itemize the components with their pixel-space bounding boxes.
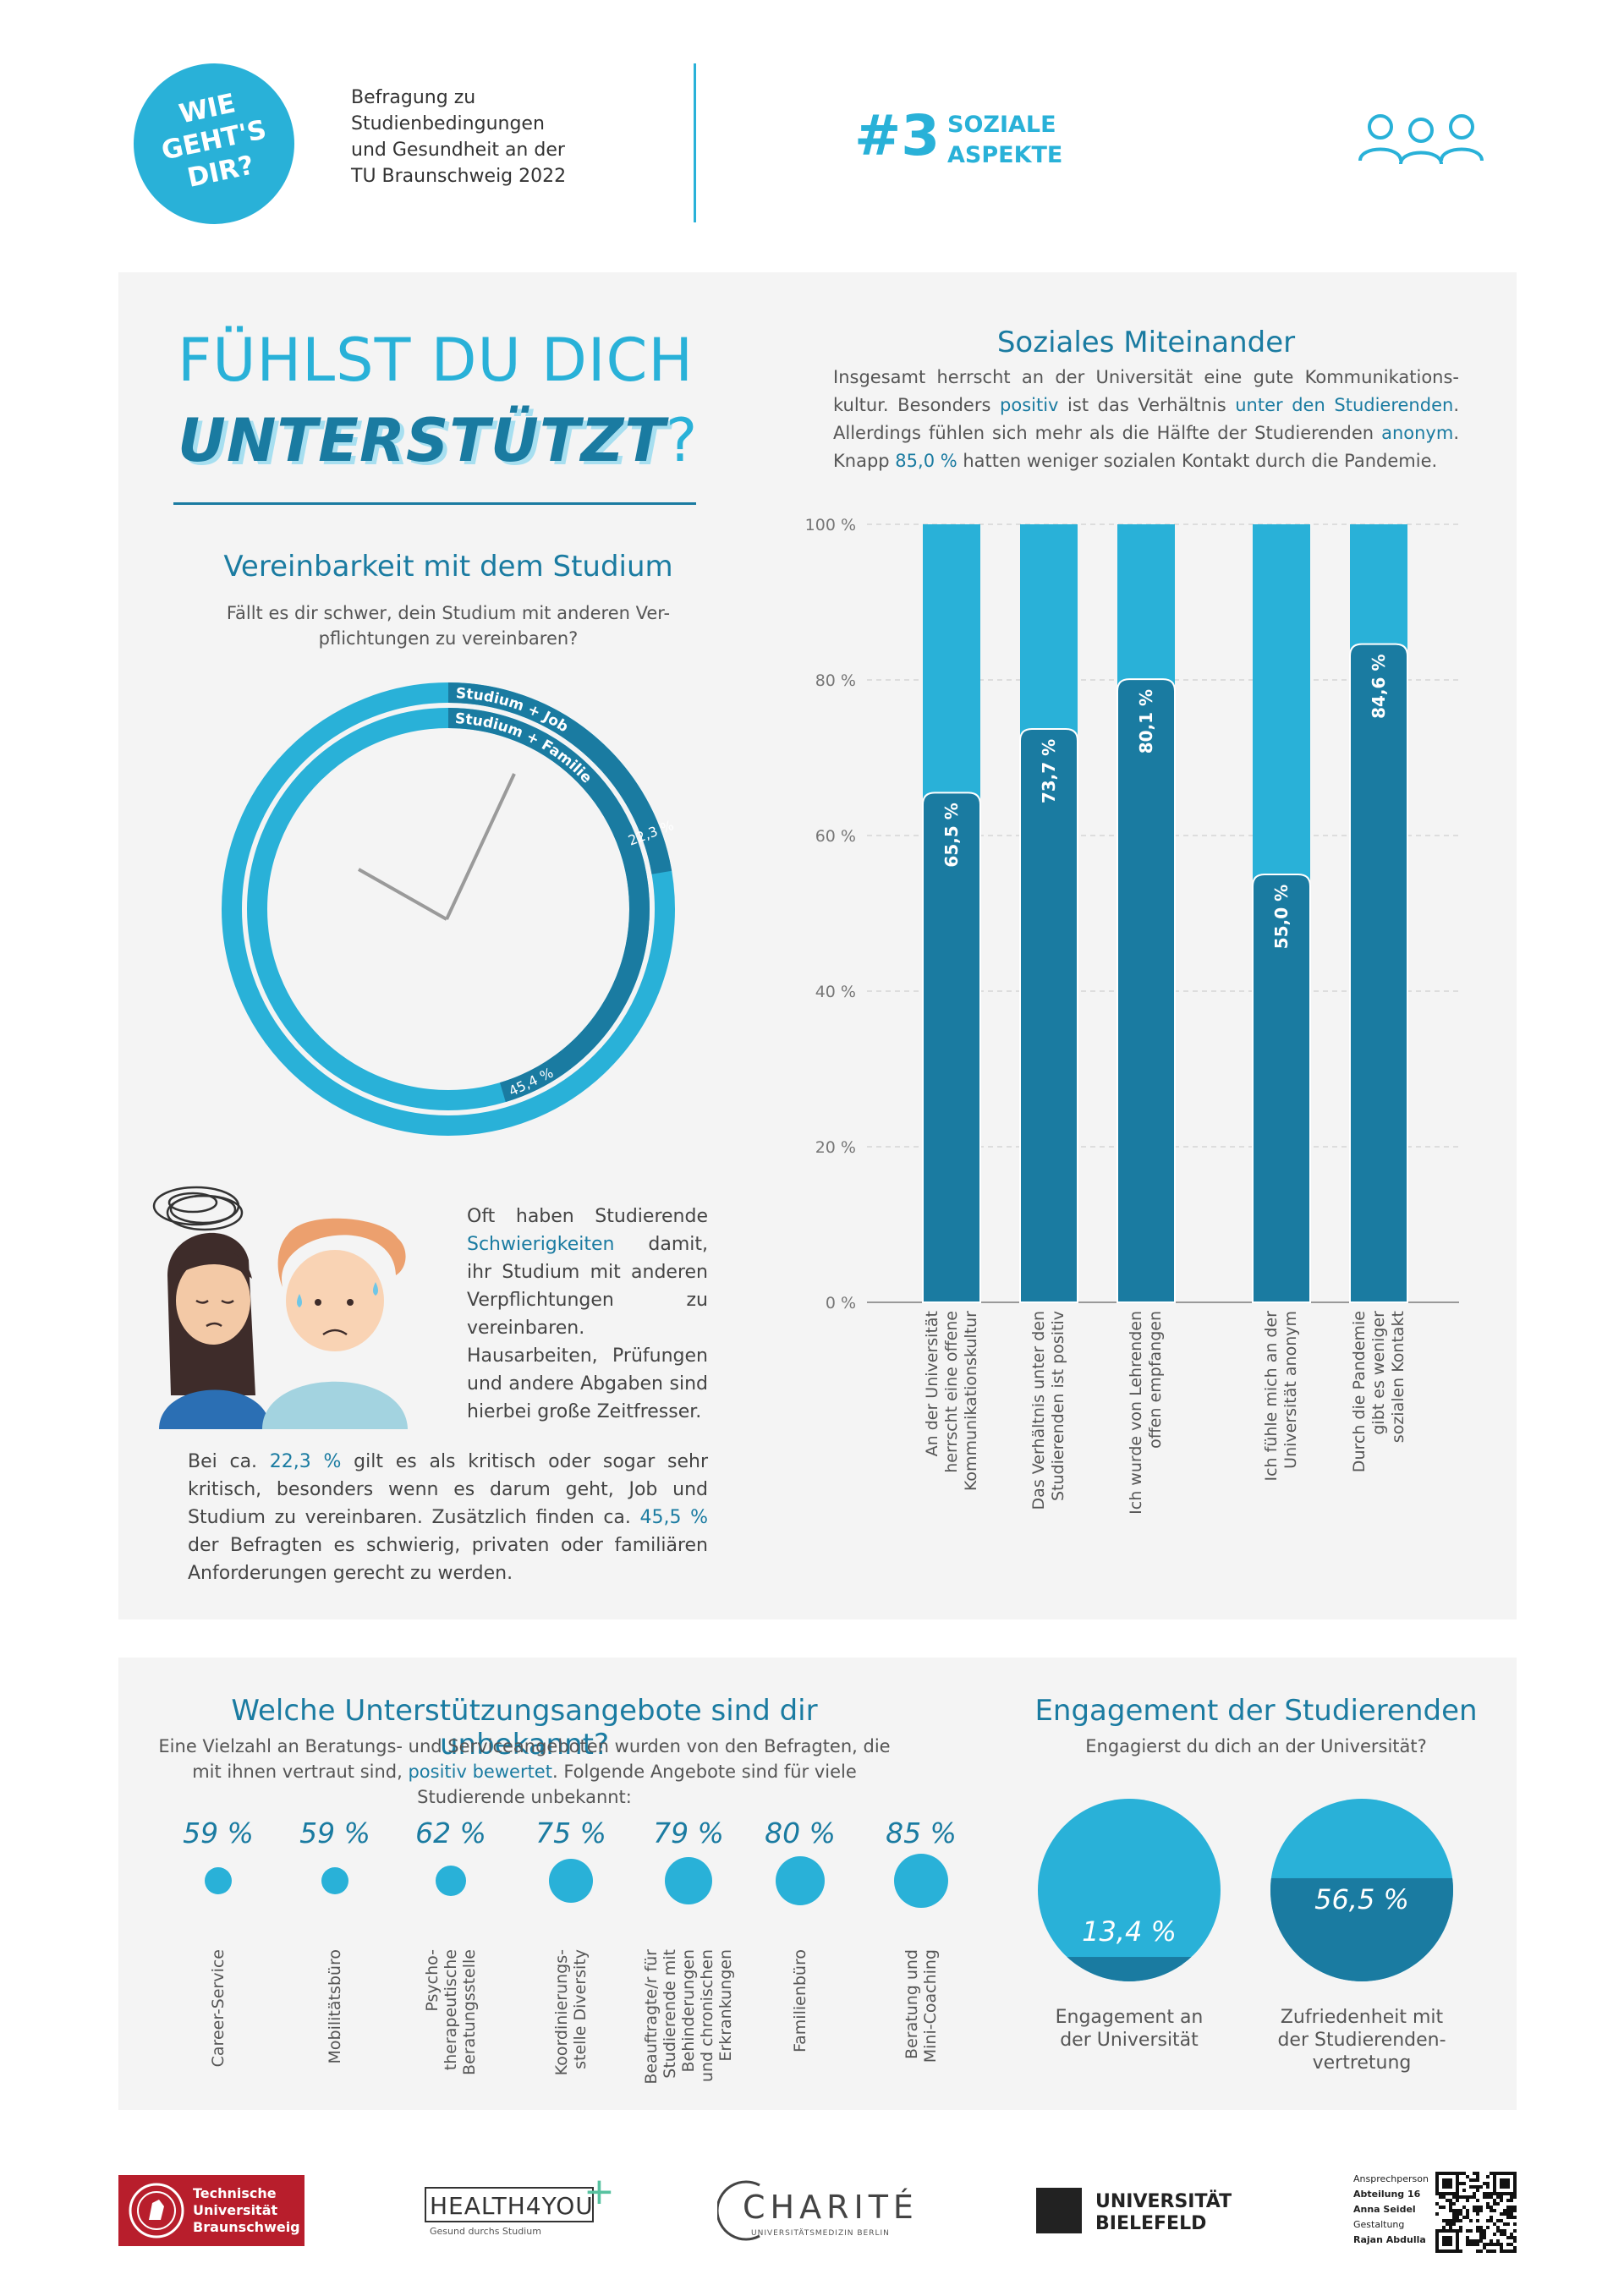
- pie-caption: Zufriedenheit mit der Studierenden-vertre…: [1277, 2007, 1446, 2074]
- support-bubble: [549, 1859, 593, 1903]
- page-title-line2: UNTERSTÜTZT?: [178, 406, 699, 475]
- bar-data-label: 65,5 %: [941, 803, 962, 867]
- support-label: Beratung und Mini-Coaching: [903, 1949, 940, 2063]
- y-tick-label: 60 %: [815, 827, 856, 846]
- health4you-logo: HEALTH4YOU + Gesund durchs Studium: [423, 2173, 615, 2251]
- engagement-heading: Engagement der Studierenden: [1034, 1694, 1478, 1728]
- support-bubble: [205, 1867, 232, 1894]
- bar-chart-category-labels: An der Universität herrscht eine offene Ko…: [761, 1307, 1489, 1594]
- charite-arc-icon: [717, 2180, 760, 2241]
- survey-logo: WIE GEHT'S DIR?: [134, 63, 294, 224]
- bar-value: [922, 792, 981, 1303]
- bar-data-label: 55,0 %: [1271, 885, 1292, 949]
- social-bar-chart: 0 % 20 % 40 % 60 % 80 % 100 % 65,5 % 73,7 % 80,1…: [805, 516, 1459, 1311]
- bar-data-label: 80,1 %: [1136, 689, 1156, 753]
- x-category-label: Das Verhältnis unter den Studierenden ist…: [1029, 1311, 1067, 1510]
- x-category-label: Ich wurde von Lehrenden offen empfangen: [1127, 1311, 1165, 1515]
- clock-hand-minute: [445, 773, 516, 920]
- support-percent: 85 %: [886, 1817, 957, 1849]
- vereinbarkeit-paragraph-1: Oft haben Studierende Schwierigkeiten da…: [467, 1206, 708, 1422]
- vereinbarkeit-ring-chart: Studium + Job Studium + Familie 22,3 % 4…: [222, 682, 676, 1136]
- support-percent: 59 %: [183, 1817, 254, 1849]
- engagement-question: Engagierst du dich an der Universität?: [1085, 1736, 1427, 1756]
- social-intro: Insgesamt herrscht an der Universität ei…: [833, 367, 1459, 471]
- support-bubble: [893, 1853, 949, 1909]
- y-tick-label: 100 %: [805, 516, 856, 534]
- pie-value-label: 56,5 %: [1314, 1883, 1409, 1915]
- ring-inner-arc: [447, 708, 650, 1103]
- section-number: #3: [854, 103, 941, 168]
- vereinbarkeit-question: Fällt es dir schwer, dein Studium mit an…: [226, 603, 671, 649]
- clock-hand-hour: [358, 868, 447, 921]
- bar-value: [1116, 678, 1176, 1303]
- pie-fill: [1038, 1957, 1221, 1981]
- support-bubble: [664, 1856, 713, 1905]
- support-label: Familienbüro: [791, 1949, 809, 2053]
- support-percent: 75 %: [535, 1817, 606, 1849]
- social-heading: Soziales Miteinander: [996, 326, 1296, 359]
- stressed-students-illustration: [152, 1186, 408, 1429]
- page-title-line1: FÜHLST DU DICH: [178, 326, 694, 395]
- bar-data-label: 84,6 %: [1369, 655, 1389, 719]
- pie-caption: Engagement an der Universität: [1055, 2007, 1204, 2051]
- section-topic: SOZIALE ASPEKTE: [947, 112, 1063, 168]
- x-category-label: Ich fühle mich an der Universität anonym: [1262, 1311, 1300, 1482]
- vereinbarkeit-paragraph-2: Bei ca. 22,3 % gilt es als kritisch oder…: [188, 1451, 709, 1584]
- qr-code-icon[interactable]: [1435, 2172, 1517, 2253]
- support-percent: 59 %: [299, 1817, 370, 1849]
- bar-value: [1019, 727, 1078, 1303]
- support-intro: Eine Vielzahl an Beratungs- und Servicea…: [158, 1736, 891, 1807]
- support-percent: 62 %: [415, 1817, 486, 1849]
- support-label: Koordinierungs-stelle Diversity: [552, 1949, 590, 2076]
- support-bubble: [436, 1866, 466, 1896]
- support-bubble: [775, 1855, 825, 1905]
- support-label: Psycho-therapeutische Beratungsstelle: [423, 1949, 479, 2075]
- tu-seal-icon: [129, 2183, 184, 2238]
- people-group-icon: [1358, 114, 1484, 165]
- x-category-label: Durch die Pandemie gibt es weniger soziale…: [1349, 1311, 1407, 1473]
- pie-value-label: 13,4 %: [1082, 1915, 1177, 1948]
- support-percent: 79 %: [653, 1817, 724, 1849]
- title-underline: [173, 502, 696, 505]
- plus-icon: +: [584, 2170, 615, 2213]
- engagement-pie: 56,5 %: [1270, 1799, 1453, 1981]
- x-category-label: An der Universität herrscht eine offene Ko…: [922, 1311, 980, 1492]
- bielefeld-logo: UNIVERSITÄT BIELEFELD: [1036, 2186, 1256, 2237]
- pie-background: [1038, 1799, 1221, 1981]
- y-tick-label: 0 %: [826, 1294, 856, 1311]
- support-label: Mobilitätsbüro: [326, 1949, 344, 2064]
- charite-logo: CHARITÉ UNIVERSITÄTSMEDIZIN BERLIN: [717, 2175, 929, 2251]
- ring-outer-arc: [447, 682, 672, 874]
- survey-description: Befragung zu Studienbedingungen und Gesu…: [351, 87, 567, 187]
- y-tick-label: 80 %: [815, 671, 856, 690]
- engagement-pie: 13,4 %: [1038, 1799, 1221, 1981]
- tu-braunschweig-logo: Technische Universität Braunschweig: [118, 2175, 304, 2246]
- bar-data-label: 73,7 %: [1039, 739, 1059, 803]
- support-label: Beauftragte/r für Studierende mit Behinder…: [642, 1949, 735, 2085]
- support-bubble: [321, 1867, 348, 1894]
- support-heading: Welche Unterstützungsangebote sind dir u…: [231, 1694, 818, 1762]
- header-divider: [694, 63, 696, 222]
- y-tick-label: 40 %: [815, 983, 856, 1001]
- support-percent: 80 %: [765, 1817, 836, 1849]
- contact-info: Ansprechperson Abteilung 16 Anna Seidel …: [1353, 2173, 1429, 2245]
- vereinbarkeit-heading: Vereinbarkeit mit dem Studium: [223, 550, 673, 584]
- y-tick-label: 20 %: [815, 1138, 856, 1157]
- support-label: Career-Service: [209, 1949, 228, 2068]
- bar-value: [1349, 643, 1408, 1303]
- bar-value: [1252, 874, 1311, 1303]
